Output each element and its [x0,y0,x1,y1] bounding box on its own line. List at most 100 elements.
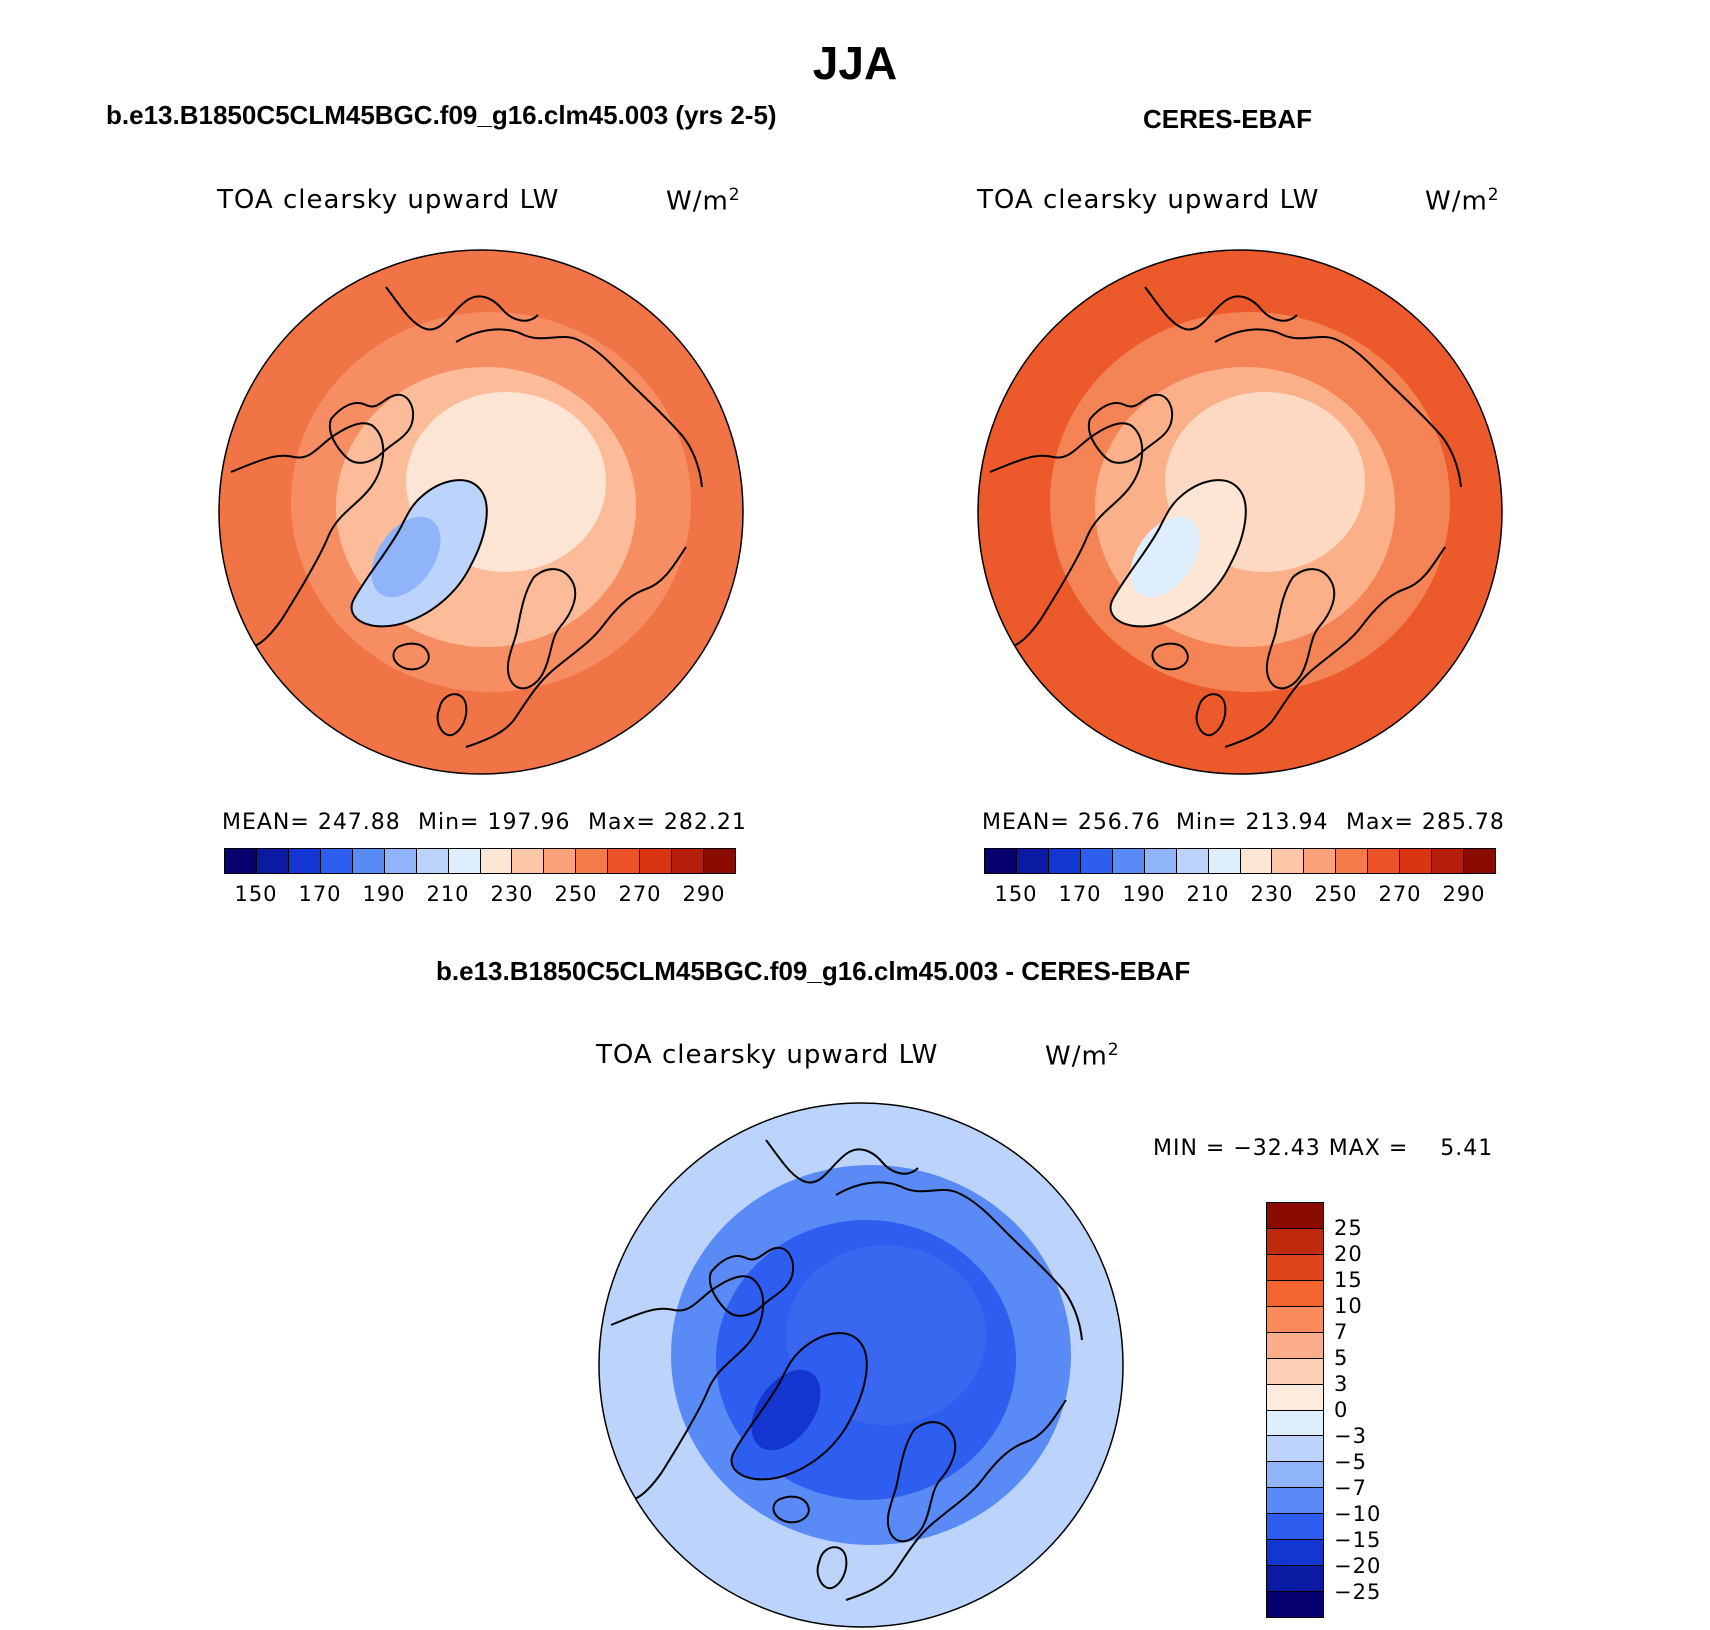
colorbar-tick-label: 290 [1442,882,1486,906]
north-america-coastline [989,422,1144,649]
colorbar-swatch [608,849,641,873]
colorbar-swatch [1267,1566,1323,1593]
colorbar-tick-label: 25 [1334,1216,1363,1240]
colorbar-tick-label: 0 [1334,1398,1349,1422]
colorbar-swatch [256,849,289,873]
colorbar-swatch [1240,849,1273,873]
obs-colorbar [984,848,1496,874]
scandinavia-coastline [886,1421,957,1543]
greenland-core-field [1130,516,1200,598]
obs-max-stat: Max= 285.78 [1346,810,1505,835]
colorbar-swatch [1267,1254,1323,1281]
colorbar-swatch [1368,849,1401,873]
colorbar-swatch [1464,849,1495,873]
colorbar-tick-label: −3 [1334,1424,1367,1448]
greenland-core-field [751,1369,821,1451]
diff-polar-map [598,1102,1124,1628]
colorbar-tick-label: 3 [1334,1372,1349,1396]
alaska-coastline [1144,286,1298,331]
colorbar-swatch [352,849,385,873]
colorbar-swatch [288,849,321,873]
europe-coastline [845,1399,1067,1601]
model-panel-title: b.e13.B1850C5CLM45BGC.f09_g16.clm45.003 … [106,100,777,130]
colorbar-tick-label: 290 [682,882,726,906]
colorbar-swatch [1267,1436,1323,1463]
iceland-outline [1151,642,1189,671]
colorbar-swatch [1267,1410,1323,1437]
colorbar-tick-label: −10 [1334,1502,1382,1526]
colorbar-swatch [1112,849,1145,873]
colorbar-swatch [1267,1384,1323,1411]
colorbar-swatch [1267,1228,1323,1255]
colorbar-tick-label: 250 [1314,882,1358,906]
model-colorbar-labels: 150 170 190 210 230 250 270 290 [224,882,736,908]
europe-coastline [465,546,687,748]
map-field-layer [599,1103,1123,1627]
colorbar-tick-label: 270 [1378,882,1422,906]
greenland-outline [730,1332,868,1481]
colorbar-tick-label: 170 [1058,882,1102,906]
siberia-coastline [835,1181,1083,1341]
diff-variable-label: TOA clearsky upward LW [596,1040,939,1070]
colorbar-swatch [384,849,417,873]
colorbar-swatch [1048,849,1081,873]
colorbar-swatch [1144,849,1177,873]
colorbar-swatch [672,849,705,873]
obs-mean-stat: MEAN= 256.76 [982,810,1161,835]
colorbar-swatch [1267,1306,1323,1333]
colorbar-swatch [1267,1280,1323,1307]
colorbar-tick-label: 190 [1122,882,1166,906]
colorbar-swatch [1267,1332,1323,1359]
british-isles-outline [1195,693,1227,737]
colorbar-swatch [1176,849,1209,873]
colorbar-tick-label: −15 [1334,1528,1382,1552]
colorbar-swatch [1267,1592,1323,1617]
map-boundary-circle [977,249,1503,775]
colorbar-tick-label: 15 [1334,1268,1363,1292]
canadian-archipelago-coastline [1087,393,1173,464]
obs-units-label: W/m2 [1425,185,1500,217]
colorbar-tick-label: 210 [1186,882,1230,906]
colorbar-tick-label: 270 [618,882,662,906]
colorbar-tick-label: 150 [234,882,278,906]
diff-minmax-stat: MIN = −32.43 MAX = 5.41 [1153,1136,1494,1161]
colorbar-tick-label: 230 [1250,882,1294,906]
colorbar-swatch [416,849,449,873]
colorbar-swatch [320,849,353,873]
model-polar-map [218,249,744,775]
greenland-outline [1109,479,1247,628]
obs-panel-title: CERES-EBAF [1143,104,1313,134]
colorbar-swatch [1304,849,1337,873]
colorbar-swatch [704,849,735,873]
diff-colorbar-labels: 25 20 15 10 7 5 3 0 −3 −5 −7 −10 −15 −20 −25 [1334,1202,1414,1618]
diff-units-label: W/m2 [1045,1040,1120,1072]
british-isles-outline [816,1546,848,1590]
colorbar-swatch [1267,1462,1323,1489]
colorbar-tick-label: 7 [1334,1320,1349,1344]
colorbar-swatch [1272,849,1305,873]
colorbar-swatch [1336,849,1369,873]
alaska-coastline [385,286,539,331]
iceland-outline [772,1495,810,1524]
colorbar-swatch [1432,849,1465,873]
colorbar-swatch [512,849,545,873]
colorbar-tick-label: 250 [554,882,598,906]
colorbar-tick-label: 230 [490,882,534,906]
model-variable-label: TOA clearsky upward LW [217,185,560,215]
colorbar-tick-label: −25 [1334,1580,1382,1604]
map-boundary-circle [218,249,744,775]
colorbar-tick-label: 210 [426,882,470,906]
scandinavia-coastline [506,568,577,690]
colorbar-swatch [1080,849,1113,873]
colorbar-tick-label: 190 [362,882,406,906]
colorbar-swatch [640,849,673,873]
colorbar-swatch [985,849,1017,873]
greenland-outline [350,479,488,628]
obs-variable-label: TOA clearsky upward LW [977,185,1320,215]
model-max-stat: Max= 282.21 [588,810,747,835]
diff-panel-title: b.e13.B1850C5CLM45BGC.f09_g16.clm45.003 … [436,956,1191,986]
colorbar-tick-label: −20 [1334,1554,1382,1578]
colorbar-tick-label: −7 [1334,1476,1367,1500]
europe-coastline [1224,546,1446,748]
colorbar-swatch [448,849,481,873]
